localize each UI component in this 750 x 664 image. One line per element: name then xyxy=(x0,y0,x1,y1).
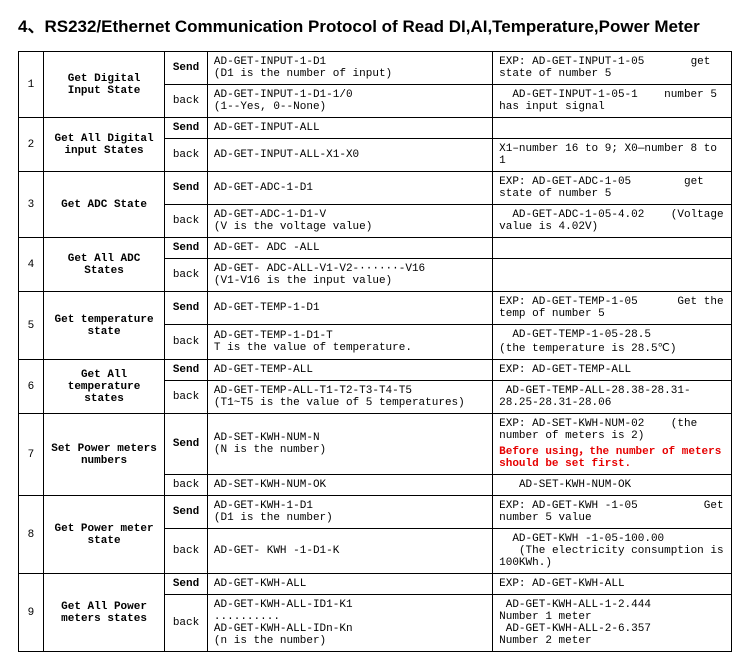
cmd: AD-GET-KWH-1-D1 (D1 is the number) xyxy=(207,496,492,529)
row-num: 9 xyxy=(19,574,44,652)
example: X1–number 16 to 9; X0—number 8 to 1 xyxy=(493,139,732,172)
dir: Send xyxy=(165,360,208,381)
row-desc: Get All Power meters states xyxy=(43,574,164,652)
example: EXP: AD-GET-KWH -1-05 Get number 5 value xyxy=(493,496,732,529)
row-num: 2 xyxy=(19,118,44,172)
row-desc: Get All temperature states xyxy=(43,360,164,414)
section-title: 4、RS232/Ethernet Communication Protocol … xyxy=(18,12,732,37)
row-num: 4 xyxy=(19,238,44,292)
example xyxy=(493,238,732,259)
example: EXP: AD-GET-KWH-ALL xyxy=(493,574,732,595)
dir: back xyxy=(165,475,208,496)
cmd: AD-GET-TEMP-ALL xyxy=(207,360,492,381)
dir: Send xyxy=(165,292,208,325)
cmd: AD-GET- ADC-ALL-V1-V2-······-V16 (V1-V16… xyxy=(207,259,492,292)
example: AD-SET-KWH-NUM-OK xyxy=(493,475,732,496)
row-num: 1 xyxy=(19,52,44,118)
cmd: AD-GET-ADC-1-D1 xyxy=(207,172,492,205)
cmd: AD-GET-KWH-ALL-ID1-K1 .......... AD-GET-… xyxy=(207,595,492,652)
row-num: 6 xyxy=(19,360,44,414)
table-row: 7 Set Power meters numbers Send AD-SET-K… xyxy=(19,414,732,475)
table-row: 8 Get Power meter state Send AD-GET-KWH-… xyxy=(19,496,732,529)
dir: back xyxy=(165,381,208,414)
example: AD-GET-TEMP-1-05-28.5 (the temperature i… xyxy=(493,325,732,360)
cmd: AD-GET-ADC-1-D1-V (V is the voltage valu… xyxy=(207,205,492,238)
dir: back xyxy=(165,529,208,574)
cmd: AD-GET-INPUT-ALL xyxy=(207,118,492,139)
example xyxy=(493,118,732,139)
cmd: AD-GET-TEMP-ALL-T1-T2-T3-T4-T5 (T1~T5 is… xyxy=(207,381,492,414)
row-desc: Get ADC State xyxy=(43,172,164,238)
dir: Send xyxy=(165,238,208,259)
example: AD-GET-INPUT-1-05-1 number 5 has input s… xyxy=(493,85,732,118)
dir: Send xyxy=(165,118,208,139)
row-num: 7 xyxy=(19,414,44,496)
cmd: AD-SET-KWH-NUM-OK xyxy=(207,475,492,496)
example: EXP: AD-GET-INPUT-1-05 get state of numb… xyxy=(493,52,732,85)
table-row: 3 Get ADC State Send AD-GET-ADC-1-D1 EXP… xyxy=(19,172,732,205)
cmd: AD-GET-INPUT-1-D1-1/0 (1--Yes, 0--None) xyxy=(207,85,492,118)
example: AD-GET-ADC-1-05-4.02 (Voltage value is 4… xyxy=(493,205,732,238)
table-row: 1 Get Digital Input State Send AD-GET-IN… xyxy=(19,52,732,85)
example: EXP: AD-GET-TEMP-1-05 Get the temp of nu… xyxy=(493,292,732,325)
row-desc: Set Power meters numbers xyxy=(43,414,164,496)
example: AD-GET-TEMP-ALL-28.38-28.31-28.25-28.31-… xyxy=(493,381,732,414)
dir: back xyxy=(165,139,208,172)
cmd: AD-GET- ADC -ALL xyxy=(207,238,492,259)
cmd: AD-GET-TEMP-1-D1 xyxy=(207,292,492,325)
example xyxy=(493,259,732,292)
dir: Send xyxy=(165,574,208,595)
example: EXP: AD-SET-KWH-NUM-02 (the number of me… xyxy=(493,414,732,475)
dir: Send xyxy=(165,52,208,85)
row-desc: Get All ADC States xyxy=(43,238,164,292)
dir: back xyxy=(165,595,208,652)
example: AD-GET-KWH -1-05-100.00 (The electricity… xyxy=(493,529,732,574)
row-desc: Get Digital Input State xyxy=(43,52,164,118)
row-num: 3 xyxy=(19,172,44,238)
protocol-table: 1 Get Digital Input State Send AD-GET-IN… xyxy=(18,51,732,652)
example: EXP: AD-GET-ADC-1-05 get state of number… xyxy=(493,172,732,205)
dir: back xyxy=(165,205,208,238)
warning-text: Before using，the number of meters should… xyxy=(499,446,721,470)
dir: Send xyxy=(165,496,208,529)
cmd: AD-GET-TEMP-1-D1-T T is the value of tem… xyxy=(207,325,492,360)
row-desc: Get All Digital input States xyxy=(43,118,164,172)
cmd: AD-GET- KWH -1-D1-K xyxy=(207,529,492,574)
table-row: 9 Get All Power meters states Send AD-GE… xyxy=(19,574,732,595)
example: EXP: AD-GET-TEMP-ALL xyxy=(493,360,732,381)
row-num: 5 xyxy=(19,292,44,360)
cmd: AD-SET-KWH-NUM-N (N is the number) xyxy=(207,414,492,475)
dir: back xyxy=(165,325,208,360)
cmd: AD-GET-INPUT-ALL-X1-X0 xyxy=(207,139,492,172)
dir: Send xyxy=(165,172,208,205)
example: AD-GET-KWH-ALL-1-2.444 Number 1 meter AD… xyxy=(493,595,732,652)
dir: back xyxy=(165,85,208,118)
row-num: 8 xyxy=(19,496,44,574)
cmd: AD-GET-INPUT-1-D1 (D1 is the number of i… xyxy=(207,52,492,85)
dir: back xyxy=(165,259,208,292)
cmd: AD-GET-KWH-ALL xyxy=(207,574,492,595)
row-desc: Get Power meter state xyxy=(43,496,164,574)
dir: Send xyxy=(165,414,208,475)
table-row: 6 Get All temperature states Send AD-GET… xyxy=(19,360,732,381)
table-row: 5 Get temperature state Send AD-GET-TEMP… xyxy=(19,292,732,325)
table-row: 4 Get All ADC States Send AD-GET- ADC -A… xyxy=(19,238,732,259)
table-row: 2 Get All Digital input States Send AD-G… xyxy=(19,118,732,139)
row-desc: Get temperature state xyxy=(43,292,164,360)
